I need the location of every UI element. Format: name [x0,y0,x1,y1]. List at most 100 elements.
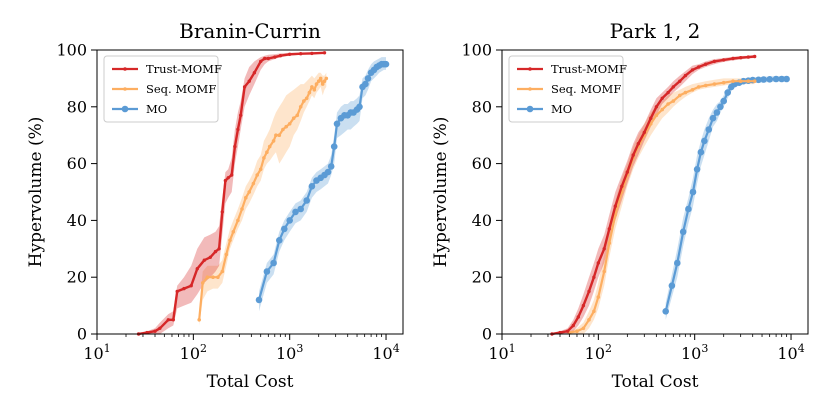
data-point-seq-momf [258,167,263,172]
data-point-trust-momf [175,289,179,294]
y-tick-label: 20 [472,268,492,287]
legend: Trust-MOMF Seq. MOMF MO [103,55,222,123]
data-point-seq-momf [660,107,664,112]
data-point-trust-momf [625,170,629,174]
legend-box [508,55,624,123]
data-point-trust-momf [153,329,157,333]
x-tick-label: 104 [777,342,804,363]
data-point-trust-momf [731,56,735,61]
data-point-trust-momf [683,73,688,78]
series-band-mo [259,57,386,312]
data-point-mo [772,75,780,83]
data-point-trust-momf [145,330,149,335]
data-point-mo [689,188,697,196]
data-point-seq-momf [678,93,682,98]
legend-marker-seq-momf [528,87,532,91]
chart-panel-2: Park 1, 2 101 102 103 104 0 20 40 60 80 100 Total C… [431,19,809,392]
data-point-mo [382,60,390,68]
data-point-seq-momf [307,90,312,95]
data-point-seq-momf [324,76,329,81]
data-point-seq-momf [228,238,232,243]
data-point-seq-momf [281,127,285,132]
data-point-seq-momf [244,195,248,200]
data-point-seq-momf [211,275,215,280]
legend-label-seq-momf: Seq. MOMF [146,82,216,96]
data-point-trust-momf [288,52,292,56]
data-point-mo [697,148,705,156]
data-point-trust-momf [252,71,257,75]
data-point-trust-momf [712,59,717,64]
series-line-mo [664,77,787,312]
data-point-seq-momf [274,133,278,137]
y-tick-label: 80 [472,97,492,116]
data-point-mo [755,76,762,84]
data-point-trust-momf [690,68,695,72]
data-point-mo [362,80,369,88]
x-tick-label: 103 [681,342,708,363]
data-point-trust-momf [239,113,243,118]
y-tick-label: 100 [461,41,492,60]
data-point-trust-momf [278,54,283,58]
data-point-trust-momf [247,79,251,83]
data-point-trust-momf [230,173,234,177]
y-axis-label: Hypervolume (%) [431,117,451,268]
legend-marker-seq-momf [123,87,127,91]
data-point-seq-momf [284,124,289,129]
data-point-trust-momf [217,247,221,251]
data-point-mo [668,282,676,290]
data-point-mo [778,75,785,83]
data-point-trust-momf [587,289,591,294]
x-tick-label: 101 [488,342,515,363]
data-point-seq-momf [197,318,201,322]
data-point-seq-momf [575,329,579,334]
chart-title: Park 1, 2 [610,19,701,43]
data-point-trust-momf [213,249,218,254]
data-point-trust-momf [649,116,653,120]
data-point-seq-momf [287,122,292,126]
data-point-seq-momf [251,181,256,186]
data-point-seq-momf [721,80,726,85]
data-point-trust-momf [671,85,675,89]
data-point-seq-momf [738,79,743,83]
data-point-mo [286,217,294,224]
data-point-trust-momf [746,55,750,59]
data-point-trust-momf [322,51,327,55]
data-point-seq-momf [247,190,251,194]
x-axis-label: Total Cost [207,372,294,392]
data-point-seq-momf [312,88,317,92]
data-point-seq-momf [746,79,751,83]
data-point-seq-momf [216,275,220,280]
x-tick-label: 103 [276,342,303,363]
legend: Trust-MOMF Seq. MOMF MO [508,55,627,123]
data-point-mo [327,163,335,170]
data-point-seq-momf [302,99,306,103]
data-point-trust-momf [310,51,314,56]
data-point-trust-momf [182,286,186,291]
data-point-seq-momf [683,90,688,95]
data-point-seq-momf [240,207,244,211]
data-point-trust-momf [233,144,237,149]
data-point-trust-momf [666,90,670,95]
y-tick-label: 60 [472,154,492,173]
series-band-mo [665,76,787,320]
plot-area-frame [501,49,809,335]
data-point-trust-momf [236,127,240,132]
plot-area-frame [96,49,404,335]
data-point-trust-momf [602,247,606,251]
data-point-trust-momf [753,54,757,59]
y-tick-label: 20 [67,268,87,287]
data-point-seq-momf [592,309,596,314]
data-point-seq-momf [220,269,225,274]
data-point-mo [717,103,724,111]
data-point-seq-momf [295,113,300,118]
y-tick-label: 0 [77,325,87,344]
y-tick-label: 100 [56,41,87,60]
data-point-mo [701,137,708,145]
data-point-seq-momf [581,326,586,331]
data-point-trust-momf [242,85,247,89]
data-point-trust-momf [660,96,664,101]
data-point-seq-momf [587,318,591,322]
legend-label-seq-momf: Seq. MOMF [551,82,621,96]
data-point-seq-momf [262,156,266,160]
data-point-seq-momf [205,275,210,280]
